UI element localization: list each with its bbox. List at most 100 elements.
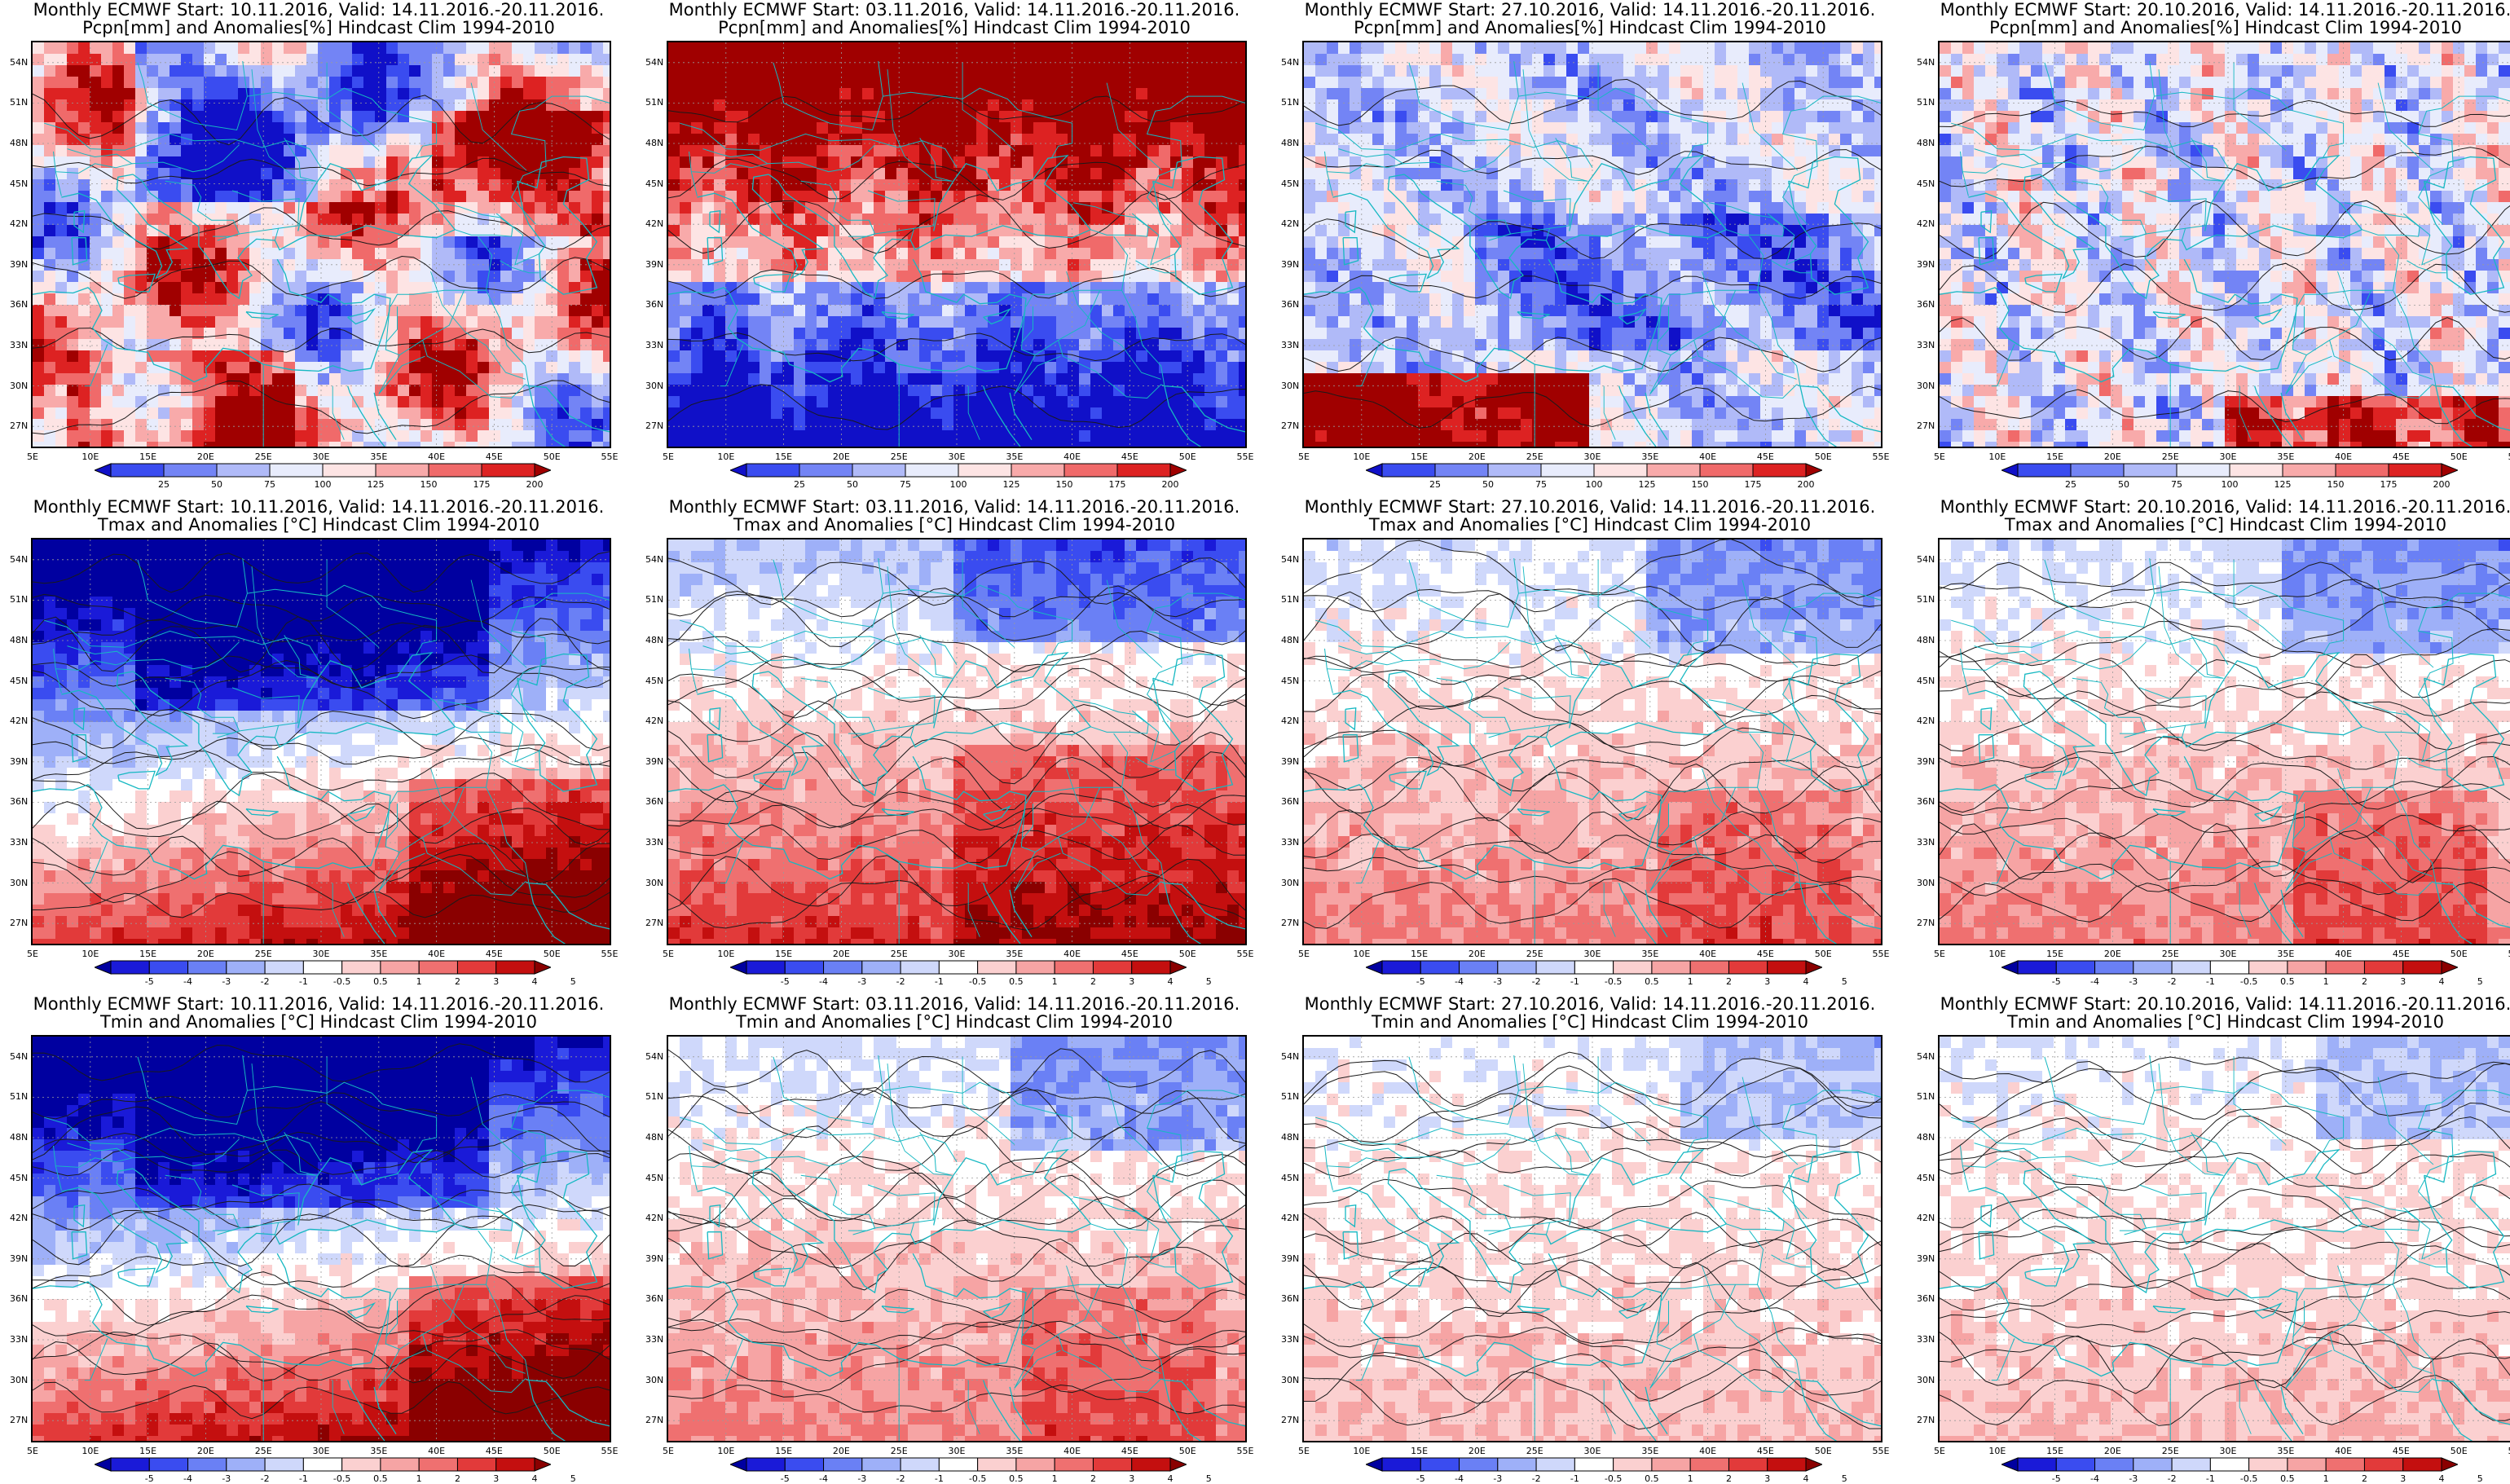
longitude-label: 25E bbox=[891, 451, 908, 462]
longitude-label: 45E bbox=[486, 1446, 503, 1456]
colorbar-label: 4 bbox=[1168, 1473, 1174, 1484]
latitude-label: 39N bbox=[1917, 1253, 1935, 1264]
latitude-label: 42N bbox=[1917, 716, 1935, 726]
longitude-label: 40E bbox=[1699, 451, 1716, 462]
longitude-label: 50E bbox=[2451, 1446, 2468, 1456]
map-panel: Monthly ECMWF Start: 27.10.2016, Valid: … bbox=[1276, 994, 1904, 1483]
colorbar-label: 150 bbox=[1692, 479, 1709, 490]
map-panel: Monthly ECMWF Start: 03.11.2016, Valid: … bbox=[641, 0, 1268, 489]
colorbar-label: 0.5 bbox=[373, 976, 388, 987]
latitude-label: 39N bbox=[1281, 259, 1299, 270]
map-subtitle: Pcpn[mm] and Anomalies[%] Hindcast Clim … bbox=[641, 18, 1268, 37]
longitude-label: 45E bbox=[1121, 1446, 1138, 1456]
latitude-label: 39N bbox=[10, 1253, 28, 1264]
latitude-label: 33N bbox=[1281, 1334, 1299, 1345]
latitude-label: 42N bbox=[1281, 1213, 1299, 1223]
map-panel: Monthly ECMWF Start: 27.10.2016, Valid: … bbox=[1276, 0, 1904, 489]
latitude-label: 39N bbox=[1281, 1253, 1299, 1264]
latitude-label: 45N bbox=[10, 178, 28, 189]
map-area bbox=[667, 1035, 1247, 1442]
colorbar bbox=[1366, 463, 1822, 478]
longitude-label: 30E bbox=[1584, 949, 1601, 959]
colorbar-label: 1 bbox=[1688, 1473, 1693, 1484]
longitude-label: 55E bbox=[601, 949, 619, 959]
longitude-label: 30E bbox=[949, 1446, 966, 1456]
latitude-label: 39N bbox=[10, 756, 28, 767]
longitude-label: 20E bbox=[1469, 451, 1486, 462]
latitude-label: 54N bbox=[1281, 57, 1299, 68]
longitude-label: 15E bbox=[139, 1446, 156, 1456]
longitude-label: 20E bbox=[2104, 1446, 2121, 1456]
longitude-label: 15E bbox=[139, 451, 156, 462]
latitude-label: 27N bbox=[1917, 421, 1935, 431]
colorbar-label: -0.5 bbox=[333, 976, 350, 987]
longitude-label: 55E bbox=[601, 451, 619, 462]
latitude-label: 39N bbox=[645, 1253, 663, 1264]
latitude-label: 42N bbox=[645, 1213, 663, 1223]
map-area bbox=[1302, 1035, 1882, 1442]
colorbar bbox=[2001, 960, 2458, 975]
longitude-label: 35E bbox=[1006, 1446, 1023, 1456]
colorbar-label: 5 bbox=[1842, 1473, 1847, 1484]
colorbar-label: 2 bbox=[1726, 976, 1732, 987]
colorbar-label: -5 bbox=[1416, 976, 1425, 987]
latitude-label: 54N bbox=[1917, 57, 1935, 68]
colorbar-label: 50 bbox=[1482, 479, 1494, 490]
map-subtitle: Tmax and Anomalies [°C] Hindcast Clim 19… bbox=[1912, 515, 2510, 535]
latitude-label: 33N bbox=[1917, 1334, 1935, 1345]
longitude-label: 40E bbox=[428, 949, 445, 959]
longitude-label: 5E bbox=[663, 1446, 674, 1456]
map-panel: Monthly ECMWF Start: 10.11.2016, Valid: … bbox=[5, 994, 632, 1483]
longitude-label: 15E bbox=[2046, 451, 2063, 462]
longitude-label: 35E bbox=[2277, 949, 2294, 959]
colorbar-label: 100 bbox=[2222, 479, 2239, 490]
colorbar-label: -5 bbox=[145, 976, 154, 987]
latitude-label: 48N bbox=[1917, 1132, 1935, 1143]
colorbar-label: -1 bbox=[1570, 976, 1579, 987]
map-title: Monthly ECMWF Start: 03.11.2016, Valid: … bbox=[641, 497, 1268, 517]
colorbar-label: 3 bbox=[1764, 976, 1770, 987]
longitude-label: 30E bbox=[313, 1446, 330, 1456]
colorbar-label: 175 bbox=[1109, 479, 1126, 490]
longitude-label: 20E bbox=[197, 949, 214, 959]
map-panel: Monthly ECMWF Start: 03.11.2016, Valid: … bbox=[641, 497, 1268, 986]
colorbar bbox=[730, 463, 1187, 478]
latitude-label: 36N bbox=[10, 299, 28, 310]
longitude-label: 35E bbox=[1641, 451, 1658, 462]
longitude-label: 30E bbox=[2220, 451, 2237, 462]
longitude-label: 40E bbox=[1699, 1446, 1716, 1456]
colorbar bbox=[2001, 1457, 2458, 1472]
latitude-label: 36N bbox=[1281, 299, 1299, 310]
latitude-label: 30N bbox=[1917, 381, 1935, 391]
colorbar-label: 0.5 bbox=[1009, 976, 1024, 987]
latitude-label: 48N bbox=[645, 138, 663, 148]
latitude-label: 54N bbox=[10, 1051, 28, 1062]
longitude-label: 20E bbox=[833, 1446, 850, 1456]
latitude-label: 51N bbox=[645, 97, 663, 108]
colorbar-label: 75 bbox=[264, 479, 275, 490]
latitude-label: 30N bbox=[1281, 1375, 1299, 1385]
colorbar-label: 0.5 bbox=[373, 1473, 388, 1484]
colorbar-label: 4 bbox=[1803, 1473, 1809, 1484]
colorbar-label: 4 bbox=[1803, 976, 1809, 987]
colorbar-label: -4 bbox=[819, 976, 828, 987]
longitude-label: 50E bbox=[1179, 949, 1196, 959]
latitude-label: 27N bbox=[1917, 918, 1935, 928]
colorbar-label: 25 bbox=[2065, 479, 2076, 490]
colorbar-label: -2 bbox=[896, 976, 905, 987]
colorbar-label: 150 bbox=[421, 479, 438, 490]
longitude-label: 45E bbox=[2393, 949, 2410, 959]
longitude-label: 5E bbox=[27, 451, 38, 462]
colorbar-label: 5 bbox=[1842, 976, 1847, 987]
anomaly-map bbox=[1304, 1037, 1881, 1441]
latitude-label: 33N bbox=[1917, 340, 1935, 350]
latitude-label: 51N bbox=[10, 97, 28, 108]
map-title: Monthly ECMWF Start: 20.10.2016, Valid: … bbox=[1912, 497, 2510, 517]
longitude-label: 5E bbox=[663, 949, 674, 959]
longitude-label: 55E bbox=[601, 1446, 619, 1456]
longitude-label: 55E bbox=[1873, 949, 1890, 959]
map-area bbox=[1938, 1035, 2510, 1442]
latitude-label: 33N bbox=[10, 837, 28, 848]
map-subtitle: Pcpn[mm] and Anomalies[%] Hindcast Clim … bbox=[1276, 18, 1904, 37]
colorbar-label: 25 bbox=[158, 479, 170, 490]
